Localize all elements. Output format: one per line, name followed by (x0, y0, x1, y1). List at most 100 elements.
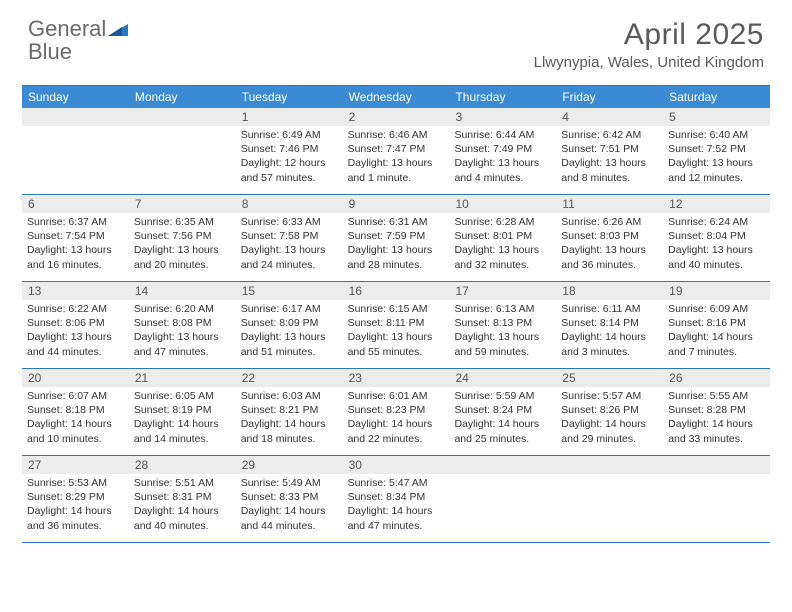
week-row: 27Sunrise: 5:53 AMSunset: 8:29 PMDayligh… (22, 456, 770, 543)
sunset-text: Sunset: 8:23 PM (348, 403, 445, 417)
sunset-text: Sunset: 7:51 PM (561, 142, 658, 156)
logo-text: General Blue (28, 18, 128, 64)
sunset-text: Sunset: 8:09 PM (241, 316, 338, 330)
daylight-text: Daylight: 14 hours and 36 minutes. (27, 504, 124, 532)
day-cell: 22Sunrise: 6:03 AMSunset: 8:21 PMDayligh… (236, 369, 343, 455)
day-content: Sunrise: 6:03 AMSunset: 8:21 PMDaylight:… (236, 387, 343, 450)
calendar: SundayMondayTuesdayWednesdayThursdayFrid… (22, 85, 770, 543)
day-content: Sunrise: 6:17 AMSunset: 8:09 PMDaylight:… (236, 300, 343, 363)
day-number: 24 (449, 369, 556, 387)
day-content: Sunrise: 6:37 AMSunset: 7:54 PMDaylight:… (22, 213, 129, 276)
day-number: 18 (556, 282, 663, 300)
sunrise-text: Sunrise: 6:26 AM (561, 215, 658, 229)
day-number: 30 (343, 456, 450, 474)
day-header-cell: Wednesday (343, 86, 450, 108)
day-header-row: SundayMondayTuesdayWednesdayThursdayFrid… (22, 86, 770, 108)
empty-cell (663, 456, 770, 542)
sunset-text: Sunset: 8:18 PM (27, 403, 124, 417)
daylight-text: Daylight: 13 hours and 4 minutes. (454, 156, 551, 184)
sunset-text: Sunset: 7:54 PM (27, 229, 124, 243)
day-cell: 11Sunrise: 6:26 AMSunset: 8:03 PMDayligh… (556, 195, 663, 281)
day-cell: 3Sunrise: 6:44 AMSunset: 7:49 PMDaylight… (449, 108, 556, 194)
sunset-text: Sunset: 8:33 PM (241, 490, 338, 504)
daylight-text: Daylight: 13 hours and 12 minutes. (668, 156, 765, 184)
sunset-text: Sunset: 7:59 PM (348, 229, 445, 243)
day-content: Sunrise: 6:09 AMSunset: 8:16 PMDaylight:… (663, 300, 770, 363)
weeks-container: 1Sunrise: 6:49 AMSunset: 7:46 PMDaylight… (22, 108, 770, 543)
day-number: 17 (449, 282, 556, 300)
day-number: 28 (129, 456, 236, 474)
location-text: Llwynypia, Wales, United Kingdom (534, 54, 764, 71)
day-header-cell: Friday (556, 86, 663, 108)
daylight-text: Daylight: 14 hours and 3 minutes. (561, 330, 658, 358)
sunrise-text: Sunrise: 6:22 AM (27, 302, 124, 316)
sunset-text: Sunset: 8:21 PM (241, 403, 338, 417)
day-cell: 27Sunrise: 5:53 AMSunset: 8:29 PMDayligh… (22, 456, 129, 542)
day-content: Sunrise: 6:46 AMSunset: 7:47 PMDaylight:… (343, 126, 450, 189)
day-number: 1 (236, 108, 343, 126)
day-content: Sunrise: 6:01 AMSunset: 8:23 PMDaylight:… (343, 387, 450, 450)
sunset-text: Sunset: 8:03 PM (561, 229, 658, 243)
day-number: 10 (449, 195, 556, 213)
day-number: 26 (663, 369, 770, 387)
sunrise-text: Sunrise: 5:55 AM (668, 389, 765, 403)
day-content: Sunrise: 6:22 AMSunset: 8:06 PMDaylight:… (22, 300, 129, 363)
day-number (449, 456, 556, 474)
day-content: Sunrise: 6:07 AMSunset: 8:18 PMDaylight:… (22, 387, 129, 450)
title-block: April 2025 Llwynypia, Wales, United King… (534, 18, 764, 71)
day-header-cell: Saturday (663, 86, 770, 108)
sunset-text: Sunset: 8:14 PM (561, 316, 658, 330)
sunrise-text: Sunrise: 6:01 AM (348, 389, 445, 403)
week-row: 1Sunrise: 6:49 AMSunset: 7:46 PMDaylight… (22, 108, 770, 195)
logo-general: General (28, 16, 106, 41)
day-number: 14 (129, 282, 236, 300)
day-number (556, 456, 663, 474)
day-number: 5 (663, 108, 770, 126)
day-cell: 13Sunrise: 6:22 AMSunset: 8:06 PMDayligh… (22, 282, 129, 368)
sunrise-text: Sunrise: 6:42 AM (561, 128, 658, 142)
sunrise-text: Sunrise: 5:51 AM (134, 476, 231, 490)
empty-cell (556, 456, 663, 542)
week-row: 20Sunrise: 6:07 AMSunset: 8:18 PMDayligh… (22, 369, 770, 456)
sunrise-text: Sunrise: 6:37 AM (27, 215, 124, 229)
day-number: 7 (129, 195, 236, 213)
sunset-text: Sunset: 8:24 PM (454, 403, 551, 417)
day-cell: 21Sunrise: 6:05 AMSunset: 8:19 PMDayligh… (129, 369, 236, 455)
day-number: 12 (663, 195, 770, 213)
day-number: 21 (129, 369, 236, 387)
day-content: Sunrise: 5:55 AMSunset: 8:28 PMDaylight:… (663, 387, 770, 450)
daylight-text: Daylight: 13 hours and 20 minutes. (134, 243, 231, 271)
day-number: 8 (236, 195, 343, 213)
day-number: 13 (22, 282, 129, 300)
day-number: 16 (343, 282, 450, 300)
page-header: General Blue April 2025 Llwynypia, Wales… (0, 0, 792, 79)
day-cell: 10Sunrise: 6:28 AMSunset: 8:01 PMDayligh… (449, 195, 556, 281)
sunset-text: Sunset: 7:47 PM (348, 142, 445, 156)
day-number: 20 (22, 369, 129, 387)
day-content: Sunrise: 6:28 AMSunset: 8:01 PMDaylight:… (449, 213, 556, 276)
empty-cell (449, 456, 556, 542)
day-number: 19 (663, 282, 770, 300)
sunrise-text: Sunrise: 5:47 AM (348, 476, 445, 490)
day-content: Sunrise: 6:33 AMSunset: 7:58 PMDaylight:… (236, 213, 343, 276)
day-cell: 6Sunrise: 6:37 AMSunset: 7:54 PMDaylight… (22, 195, 129, 281)
sunset-text: Sunset: 8:04 PM (668, 229, 765, 243)
day-content: Sunrise: 6:35 AMSunset: 7:56 PMDaylight:… (129, 213, 236, 276)
day-content: Sunrise: 6:24 AMSunset: 8:04 PMDaylight:… (663, 213, 770, 276)
daylight-text: Daylight: 13 hours and 8 minutes. (561, 156, 658, 184)
daylight-text: Daylight: 13 hours and 55 minutes. (348, 330, 445, 358)
daylight-text: Daylight: 14 hours and 10 minutes. (27, 417, 124, 445)
daylight-text: Daylight: 14 hours and 44 minutes. (241, 504, 338, 532)
sunset-text: Sunset: 7:58 PM (241, 229, 338, 243)
sunrise-text: Sunrise: 6:05 AM (134, 389, 231, 403)
day-content: Sunrise: 6:44 AMSunset: 7:49 PMDaylight:… (449, 126, 556, 189)
daylight-text: Daylight: 13 hours and 36 minutes. (561, 243, 658, 271)
sunset-text: Sunset: 7:49 PM (454, 142, 551, 156)
day-header-cell: Thursday (449, 86, 556, 108)
sunrise-text: Sunrise: 6:40 AM (668, 128, 765, 142)
day-cell: 15Sunrise: 6:17 AMSunset: 8:09 PMDayligh… (236, 282, 343, 368)
sunrise-text: Sunrise: 6:44 AM (454, 128, 551, 142)
daylight-text: Daylight: 13 hours and 44 minutes. (27, 330, 124, 358)
day-content: Sunrise: 6:42 AMSunset: 7:51 PMDaylight:… (556, 126, 663, 189)
daylight-text: Daylight: 13 hours and 59 minutes. (454, 330, 551, 358)
